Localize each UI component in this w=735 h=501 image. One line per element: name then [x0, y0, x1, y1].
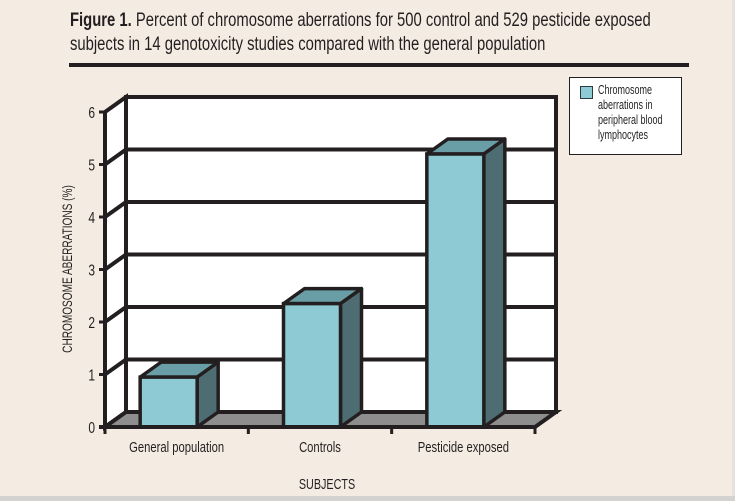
legend-line-1: Chromosome	[598, 83, 653, 97]
y-tick-label: 2	[88, 313, 95, 331]
figure-title-line-1: Percent of chromosome aberrations for 50…	[135, 10, 651, 31]
axes	[99, 110, 537, 434]
bar	[425, 137, 507, 429]
legend-label: Chromosome aberrations in peripheral blo…	[598, 83, 677, 143]
x-category-label: Controls	[299, 438, 341, 455]
y-axis-title: CHROMOSOME ABERRATIONS (%)	[59, 185, 75, 353]
y-tick-label: 0	[88, 418, 95, 436]
bar	[281, 286, 364, 429]
legend: Chromosome aberrations in peripheral blo…	[569, 77, 682, 155]
legend-swatch	[580, 86, 593, 99]
legend-line-4: lymphocytes	[598, 128, 649, 142]
bar-front	[138, 375, 199, 429]
y-tick-label: 1	[88, 366, 95, 384]
legend-line-3: peripheral blood	[598, 113, 663, 127]
y-tick-label: 3	[88, 261, 95, 279]
figure-title: Figure 1. Percent of chromosome aberrati…	[70, 9, 651, 57]
bars	[138, 137, 507, 429]
page-frame-right	[732, 0, 735, 501]
y-tick-label: 6	[88, 103, 95, 121]
gridline-side	[103, 305, 128, 324]
legend-line-2: aberrations in	[598, 98, 653, 112]
title-rule	[69, 63, 689, 67]
bar-side	[338, 286, 364, 429]
bar-front	[281, 301, 343, 429]
bar-front	[425, 152, 486, 429]
figure-title-line-2: subjects in 14 genotoxicity studies comp…	[70, 34, 546, 55]
figure-title-label: Figure 1.	[70, 10, 132, 31]
gridline-side	[103, 200, 128, 219]
y-tick-label: 4	[88, 208, 95, 226]
gridline-side	[103, 252, 128, 272]
gridline-side	[103, 357, 128, 377]
bar-side	[482, 137, 507, 429]
page-frame-bottom	[0, 496, 735, 501]
y-tick-label: 5	[88, 156, 95, 174]
gridline-side	[103, 147, 128, 167]
labels: 0 1 2 3 4 5 6 General population Controls Pestici…	[88, 103, 509, 455]
x-category-label: General population	[129, 438, 224, 455]
x-category-label: Pesticide exposed	[418, 438, 509, 455]
bar	[138, 360, 220, 429]
x-axis-title: SUBJECTS	[299, 475, 356, 492]
